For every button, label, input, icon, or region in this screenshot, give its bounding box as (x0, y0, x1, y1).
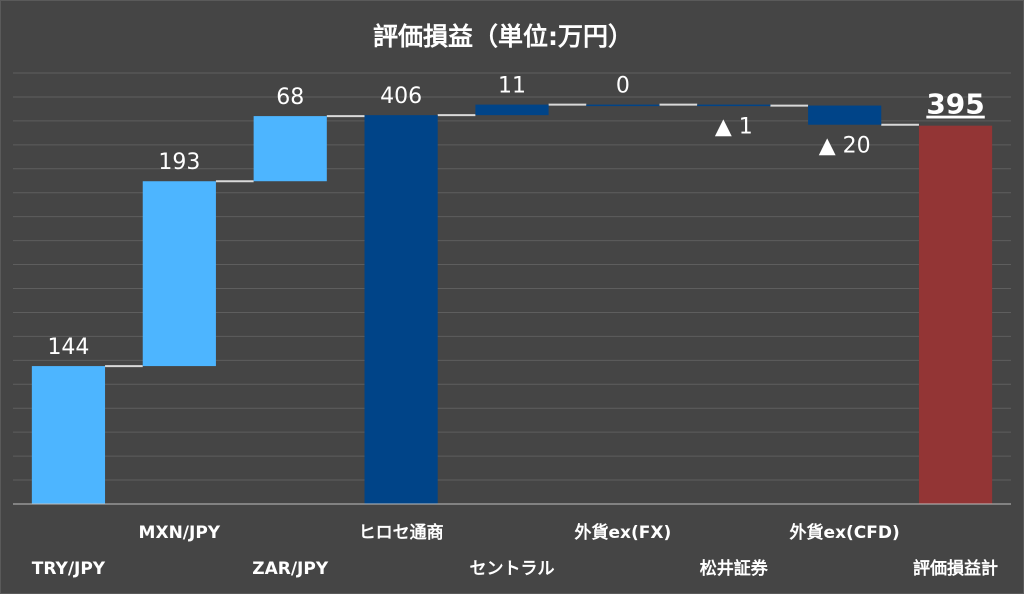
category-label-0: TRY/JPY (32, 559, 106, 579)
value-label-6: ▲ 1 (715, 115, 753, 140)
category-label-8: 評価損益計 (913, 558, 998, 579)
value-label-5: 0 (616, 74, 630, 99)
bar-6 (697, 104, 771, 107)
category-label-7: 外貨ex(CFD) (790, 522, 900, 543)
category-label-5: 外貨ex(FX) (575, 522, 672, 543)
value-label-1: 193 (158, 150, 200, 175)
value-label-7: ▲ 20 (819, 134, 871, 159)
value-label-2: 68 (276, 85, 304, 110)
category-label-4: セントラル (470, 559, 555, 579)
bar-4 (475, 104, 549, 116)
bar-1 (142, 181, 216, 367)
bar-0 (31, 366, 106, 504)
bar-5 (586, 104, 660, 107)
category-label-1: MXN/JPY (139, 523, 221, 543)
bar-3 (364, 115, 438, 505)
chart-title: 評価損益（単位:万円） (373, 22, 633, 51)
value-label-3: 406 (380, 84, 422, 109)
value-labels: 144 193 68 406 11 0 ▲ 1 ▲ 20 395 (47, 74, 984, 360)
bar-8 (918, 125, 993, 504)
value-label-8: 395 (926, 88, 984, 121)
value-label-0: 144 (47, 335, 89, 360)
bars (31, 104, 993, 505)
category-label-6: 松井証券 (700, 558, 769, 579)
category-label-3: ヒロセ通商 (359, 522, 444, 543)
category-label-2: ZAR/JPY (252, 559, 329, 579)
connectors (105, 103, 919, 368)
bar-7 (808, 105, 882, 125)
value-label-4: 11 (498, 74, 526, 99)
bar-2 (253, 116, 327, 182)
